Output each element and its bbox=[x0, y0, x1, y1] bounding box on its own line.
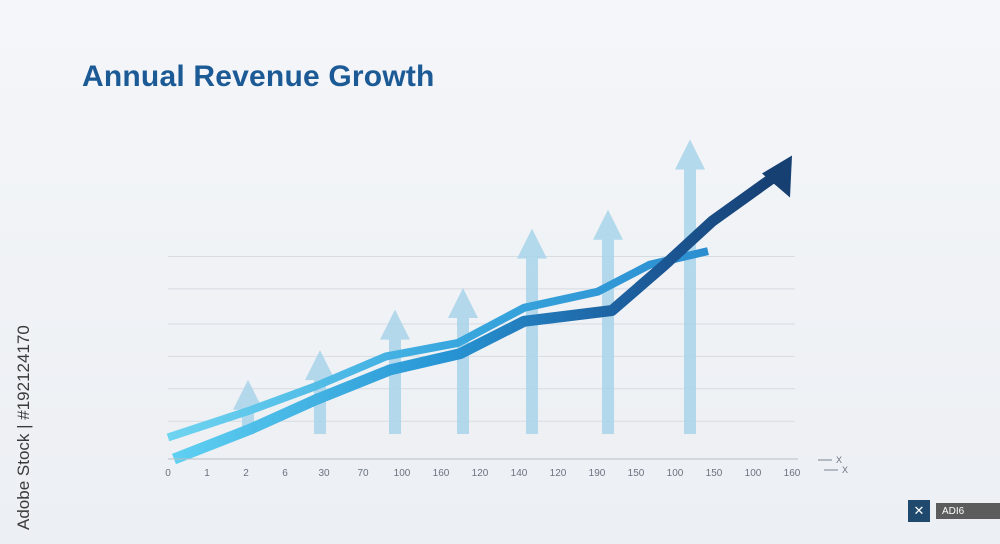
x-tick-label: 70 bbox=[357, 468, 369, 479]
x-tick-label: 150 bbox=[706, 468, 723, 479]
x-tick-label: 30 bbox=[318, 468, 330, 479]
x-tick-labels: 0 1 2 6 30 70 100 160 120 140 120 190 150 100 150 100 16… bbox=[165, 468, 801, 479]
x-tick-label: 190 bbox=[589, 468, 606, 479]
x-tick-label: 120 bbox=[550, 468, 567, 479]
x-tick-label: 160 bbox=[784, 468, 801, 479]
arrow-marker-5 bbox=[593, 209, 623, 434]
series-line-0 bbox=[166, 247, 709, 442]
side-label-text: Adobe Stock | #192124170 bbox=[14, 325, 33, 530]
legend-label-0: X bbox=[836, 455, 842, 465]
legend-label-1: X bbox=[842, 465, 848, 475]
x-tick-label: 0 bbox=[165, 468, 171, 479]
arrow-marker-1 bbox=[305, 350, 335, 434]
x-tick-label: 100 bbox=[667, 468, 684, 479]
x-tick-label: 2 bbox=[243, 468, 249, 479]
series-lines bbox=[166, 155, 792, 465]
watermark-side-label: Adobe Stock | #192124170 bbox=[4, 300, 44, 530]
x-tick-label: 100 bbox=[745, 468, 762, 479]
arrow-marker-6 bbox=[675, 139, 705, 434]
x-tick-label: 150 bbox=[628, 468, 645, 479]
series-line-1 bbox=[171, 171, 780, 465]
arrow-marker-3 bbox=[448, 288, 478, 434]
trend-arrowhead bbox=[762, 155, 792, 198]
x-tick-label: 6 bbox=[282, 468, 288, 479]
x-tick-label: 1 bbox=[204, 468, 210, 479]
x-tick-label: 120 bbox=[472, 468, 489, 479]
x-tick-label: 160 bbox=[433, 468, 450, 479]
badge-label: ADI6 bbox=[936, 503, 1000, 519]
x-tick-label: 100 bbox=[394, 468, 411, 479]
arrow-marker-4 bbox=[517, 228, 547, 434]
x-tick-label: 140 bbox=[511, 468, 528, 479]
close-icon[interactable]: ✕ bbox=[908, 500, 930, 522]
stock-badge[interactable]: ✕ ADI6 bbox=[908, 500, 1000, 522]
chart-title: Annual Revenue Growth bbox=[82, 60, 435, 93]
legend: XX bbox=[818, 455, 848, 475]
